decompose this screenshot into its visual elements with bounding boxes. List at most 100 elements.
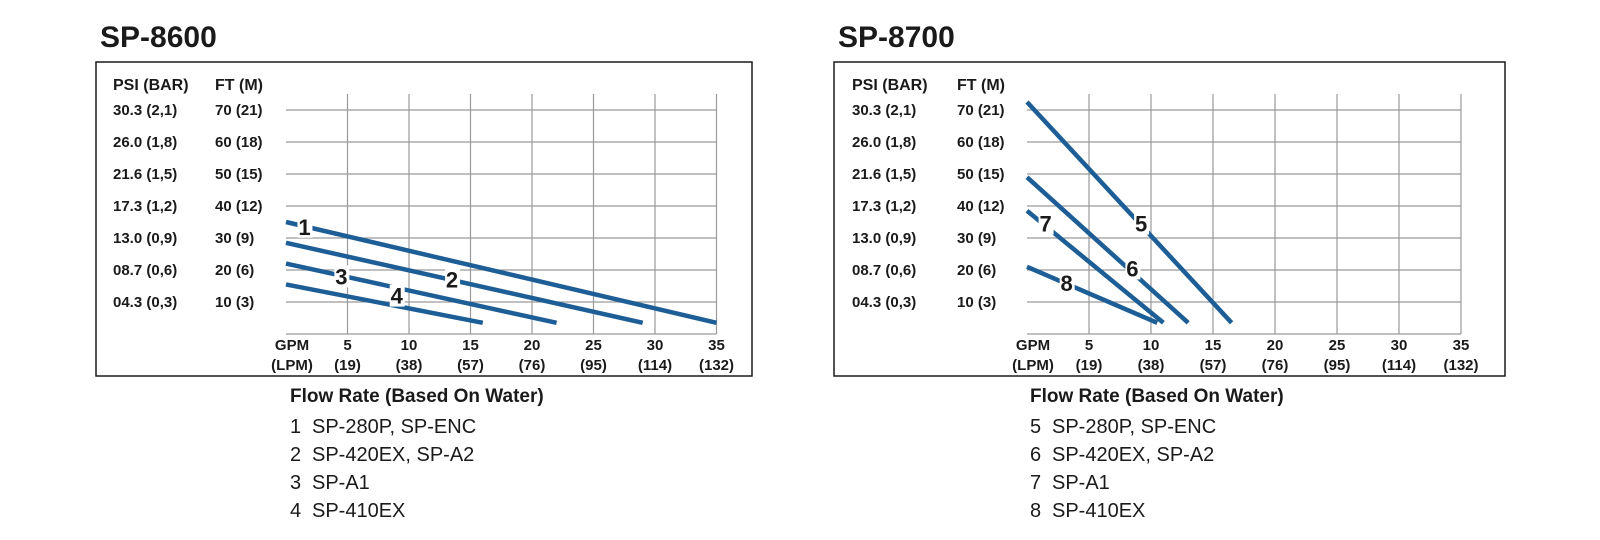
series-label-halo (1059, 271, 1075, 294)
series-label-4: 4 (391, 284, 404, 309)
chart-frame (833, 61, 1506, 377)
series-label-2: 2 (446, 268, 458, 293)
x-tick-lpm: (95) (580, 357, 607, 374)
y-tick-psi: 21.6 (1,5) (852, 166, 916, 183)
x-tick-lpm: (76) (519, 357, 546, 374)
legend-entry-number: 6 (1030, 444, 1041, 466)
x-tick-lpm: (114) (1382, 357, 1416, 374)
x-tick-lpm: (76) (1262, 357, 1289, 374)
x-unit-lpm: (LPM) (1012, 357, 1054, 374)
x-tick-gpm: 5 (343, 337, 351, 354)
series-label-halo (297, 215, 313, 238)
legend-entry-models: SP-280P, SP-ENC (312, 416, 476, 438)
series-line-2 (285, 240, 644, 325)
series-label-6: 6 (1126, 256, 1138, 281)
series-line-3 (285, 261, 558, 325)
x-unit-lpm: (LPM) (271, 357, 313, 374)
y-tick-psi: 04.3 (0,3) (852, 294, 916, 311)
series-line-1 (285, 219, 718, 325)
legend-entry-models: SP-410EX (1052, 500, 1145, 522)
x-tick-lpm: (114) (638, 357, 672, 374)
series-label-3: 3 (335, 264, 347, 289)
y-tick-ft: 20 (6) (957, 262, 996, 279)
y-tick-psi: 08.7 (0,6) (113, 262, 177, 279)
x-tick-gpm: 25 (1329, 337, 1346, 354)
x-tick-lpm: (132) (1443, 357, 1478, 374)
x-tick-lpm: (19) (1076, 357, 1103, 374)
y-tick-psi: 17.3 (1,2) (852, 198, 916, 215)
x-tick-lpm: (38) (1138, 357, 1165, 374)
legend-entry-models: SP-420EX, SP-A2 (1052, 444, 1214, 466)
x-tick-lpm: (95) (1324, 357, 1351, 374)
y-tick-ft: 50 (15) (215, 166, 263, 183)
y-tick-psi: 30.3 (2,1) (852, 102, 916, 119)
series-label-halo (1134, 212, 1150, 235)
y-tick-ft: 60 (18) (215, 134, 263, 151)
legend-entry-number: 5 (1030, 416, 1041, 438)
x-tick-gpm: 30 (647, 337, 664, 354)
y-tick-ft: 10 (3) (215, 294, 254, 311)
legend-entry-models: SP-A1 (312, 472, 370, 494)
series-label-7: 7 (1039, 212, 1051, 237)
series-line-5 (1025, 100, 1234, 325)
x-tick-lpm: (57) (1200, 357, 1227, 374)
x-tick-lpm: (132) (699, 357, 734, 374)
legend-entry-number: 4 (290, 500, 301, 522)
y-tick-ft: 50 (15) (957, 166, 1005, 183)
series-label-halo (334, 265, 350, 288)
x-tick-gpm: 20 (1267, 337, 1284, 354)
y-tick-psi: 21.6 (1,5) (113, 166, 177, 183)
y-tick-psi: 26.0 (1,8) (113, 134, 177, 151)
x-tick-gpm: 25 (585, 337, 602, 354)
x-tick-gpm: 35 (708, 337, 725, 354)
legend-entry-models: SP-280P, SP-ENC (1052, 416, 1216, 438)
series-label-5: 5 (1135, 212, 1147, 237)
legend-entry-number: 8 (1030, 500, 1041, 522)
y-header-psi: PSI (BAR) (852, 77, 928, 94)
x-tick-gpm: 20 (524, 337, 541, 354)
y-tick-psi: 13.0 (0,9) (852, 230, 916, 247)
legend-entry-number: 7 (1030, 472, 1041, 494)
series-label-halo (445, 268, 461, 291)
chart-frame (95, 61, 753, 377)
x-tick-gpm: 5 (1085, 337, 1093, 354)
series-label-halo (1125, 257, 1141, 280)
y-tick-psi: 08.7 (0,6) (852, 262, 916, 279)
y-tick-psi: 04.3 (0,3) (113, 294, 177, 311)
legend-entry-models: SP-A1 (1052, 472, 1110, 494)
chart-title: SP-8700 (838, 21, 955, 54)
series-label-1: 1 (298, 215, 310, 240)
legend-entry-number: 1 (290, 416, 301, 438)
y-tick-ft: 30 (9) (215, 230, 254, 247)
legend-entry-number: 2 (290, 444, 301, 466)
series-label-halo (389, 284, 405, 307)
series-label-halo (1038, 212, 1054, 235)
x-tick-gpm: 10 (401, 337, 418, 354)
y-tick-ft: 70 (21) (957, 102, 1005, 119)
series-line-6 (1025, 175, 1190, 325)
y-header-ft: FT (M) (215, 77, 263, 94)
x-tick-lpm: (19) (334, 357, 361, 374)
x-tick-lpm: (57) (457, 357, 484, 374)
series-line-4 (285, 282, 484, 326)
legend-entry-models: SP-410EX (312, 500, 405, 522)
chart-caption: Flow Rate (Based On Water) (1030, 386, 1284, 407)
x-tick-gpm: 15 (462, 337, 479, 354)
y-tick-ft: 40 (12) (215, 198, 263, 215)
y-tick-psi: 26.0 (1,8) (852, 134, 916, 151)
x-tick-gpm: 15 (1205, 337, 1222, 354)
y-tick-ft: 60 (18) (957, 134, 1005, 151)
chart-caption: Flow Rate (Based On Water) (290, 386, 544, 407)
chart-title: SP-8600 (100, 21, 217, 54)
y-tick-ft: 40 (12) (957, 198, 1005, 215)
y-tick-ft: 10 (3) (957, 294, 996, 311)
x-tick-gpm: 35 (1453, 337, 1470, 354)
y-header-psi: PSI (BAR) (113, 77, 189, 94)
series-line-8 (1026, 264, 1159, 325)
legend-entry-number: 3 (290, 472, 301, 494)
y-tick-ft: 70 (21) (215, 102, 263, 119)
x-tick-gpm: 30 (1391, 337, 1408, 354)
y-tick-psi: 13.0 (0,9) (113, 230, 177, 247)
series-label-8: 8 (1061, 271, 1073, 296)
